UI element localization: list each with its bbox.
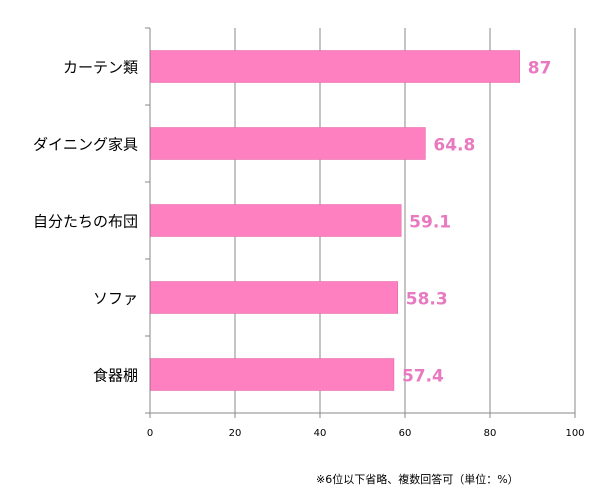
- x-tick-label: 80: [484, 428, 497, 439]
- axes: [145, 27, 576, 418]
- value-label: 64.8: [433, 136, 475, 156]
- x-tick-label: 40: [314, 428, 327, 439]
- value-label: 58.3: [406, 290, 448, 310]
- bar: [150, 50, 520, 83]
- x-tick-labels: 0 20 40 60 80 100: [147, 428, 585, 439]
- gridlines: [234, 28, 576, 413]
- x-tick-label: 0: [147, 428, 153, 439]
- x-tick-label: 60: [399, 428, 412, 439]
- category-label: カーテン類: [63, 59, 138, 77]
- x-tick-label: 20: [229, 428, 242, 439]
- category-label: ダイニング家具: [33, 136, 138, 154]
- bar: [150, 358, 395, 391]
- value-label: 59.1: [409, 213, 451, 233]
- bars: [150, 50, 520, 391]
- category-label: 食器棚: [93, 367, 138, 385]
- bar: [150, 281, 399, 314]
- category-label: 自分たちの布団: [33, 213, 138, 231]
- value-label: 87: [528, 59, 552, 79]
- bar: [150, 204, 402, 237]
- category-label: ソファ: [93, 290, 138, 308]
- value-labels: 87 64.8 59.1 58.3 57.4: [402, 59, 551, 387]
- bar: [150, 127, 426, 160]
- footnote: ※6位以下省略、複数回答可（単位：%）: [316, 473, 519, 486]
- x-tick-label: 100: [565, 428, 584, 439]
- value-label: 57.4: [402, 367, 444, 387]
